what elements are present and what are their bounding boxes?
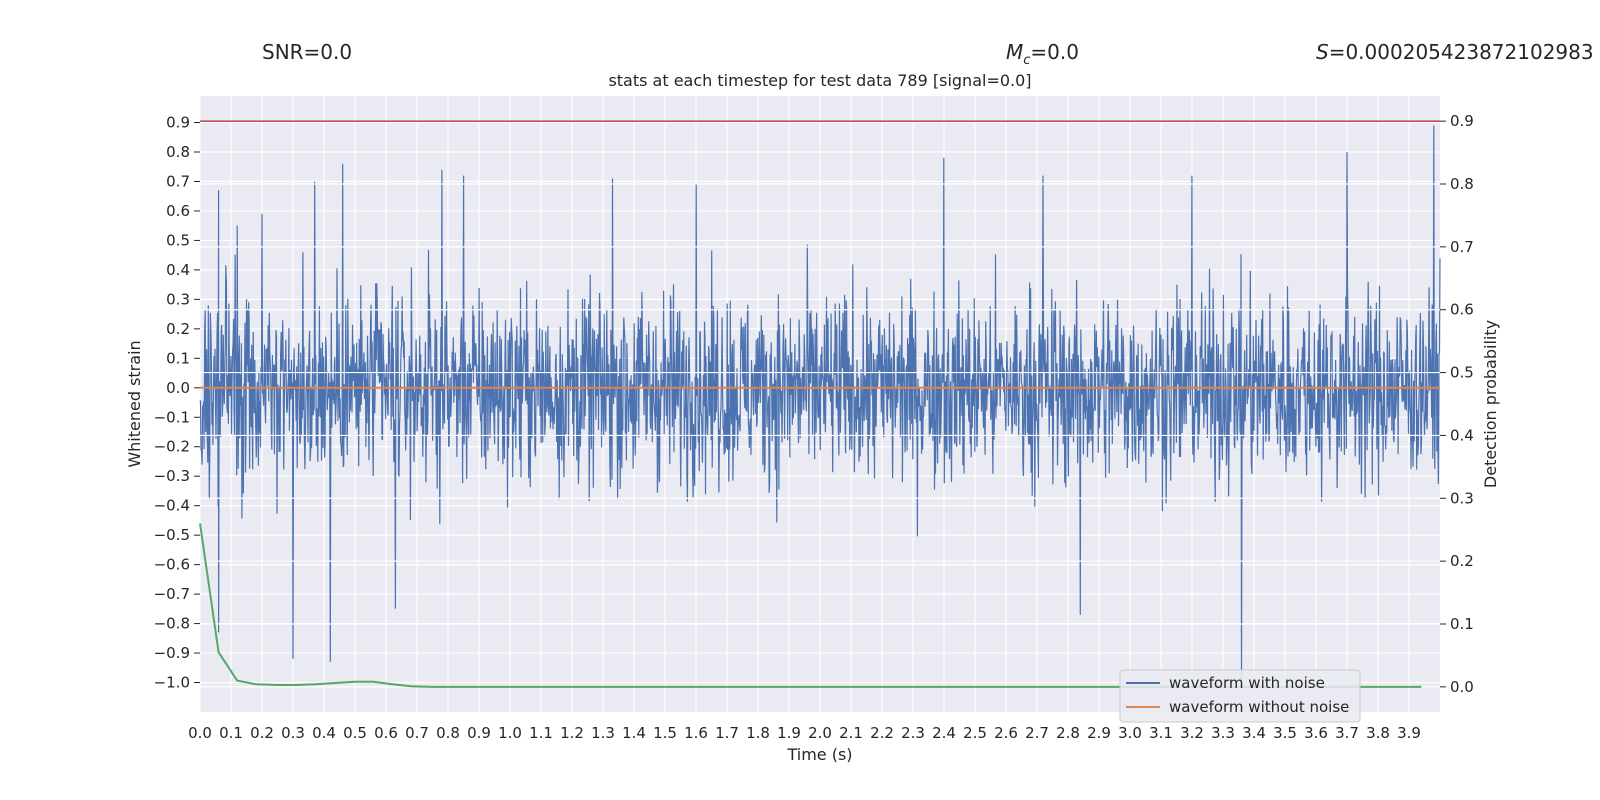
x-tick-label: 1.7: [715, 724, 739, 742]
x-tick-label: 0.5: [343, 724, 367, 742]
x-tick-label: 2.5: [963, 724, 987, 742]
y-tick-label-left: 0.7: [166, 172, 190, 190]
y-tick-label-right: 0.7: [1450, 238, 1474, 256]
x-tick-label: 1.9: [777, 724, 801, 742]
x-tick-label: 2.4: [932, 724, 956, 742]
chirp-mass-subscript: c: [1023, 53, 1031, 68]
snr-label: SNR=0.0: [262, 40, 353, 64]
y-tick-label-left: 0.5: [166, 231, 190, 249]
x-tick-label: 2.9: [1087, 724, 1111, 742]
y-tick-label-left: 0.6: [166, 202, 190, 220]
x-tick-label: 0.1: [219, 724, 243, 742]
x-tick-label: 1.1: [529, 724, 553, 742]
y-axis-label-left: Whitened strain: [125, 340, 144, 467]
x-tick-label: 3.3: [1211, 724, 1235, 742]
y-tick-label-right: 0.1: [1450, 615, 1474, 633]
x-tick-label: 2.3: [901, 724, 925, 742]
chirp-mass-symbol: M: [1006, 40, 1024, 64]
y-tick-label-left: −0.1: [154, 408, 190, 426]
legend-box: [1119, 669, 1361, 723]
y-tick-label-left: 0.9: [166, 114, 190, 132]
y-tick-label-right: 0.9: [1450, 112, 1474, 130]
x-tick-label: 3.1: [1149, 724, 1173, 742]
waveform-with-noise-line: [199, 125, 1441, 683]
x-tick-label: 2.2: [870, 724, 894, 742]
x-tick-label: 0.6: [374, 724, 398, 742]
x-tick-label: 3.5: [1273, 724, 1297, 742]
x-tick-label: 3.0: [1118, 724, 1142, 742]
y-tick-label-left: −0.6: [154, 556, 190, 574]
y-tick-label-left: −0.8: [154, 615, 190, 633]
waveform-with-noise-series: [199, 125, 1441, 683]
x-tick-label: 3.7: [1335, 724, 1359, 742]
detection-probability-line: [199, 523, 1422, 688]
chart-title: stats at each timestep for test data 789…: [608, 71, 1032, 90]
y-tick-label-left: 0.4: [166, 261, 190, 279]
x-tick-label: 1.6: [684, 724, 708, 742]
x-tick-label: 2.6: [994, 724, 1018, 742]
y-tick-label-left: −1.0: [154, 674, 190, 692]
x-tick-label: 2.1: [839, 724, 863, 742]
x-tick-label: 0.7: [405, 724, 429, 742]
chirp-mass-label: Mc=0.0: [1006, 40, 1079, 68]
s-symbol: S: [1316, 40, 1329, 64]
y-tick-label-left: −0.4: [154, 497, 190, 515]
x-tick-label: 3.2: [1180, 724, 1204, 742]
y-axis-label-right: Detection probability: [1481, 320, 1500, 488]
x-tick-label: 1.5: [653, 724, 677, 742]
x-tick-label: 2.8: [1056, 724, 1080, 742]
y-tick-label-right: 0.0: [1450, 678, 1474, 696]
y-tick-label-left: −0.9: [154, 644, 190, 662]
x-tick-label: 0.0: [188, 724, 212, 742]
y-tick-label-right: 0.3: [1450, 489, 1474, 507]
legend: waveform with noise waveform without noi…: [1119, 669, 1361, 723]
y-tick-label-right: 0.8: [1450, 175, 1474, 193]
y-tick-label-right: 0.5: [1450, 364, 1474, 382]
y-tick-label-left: −0.3: [154, 467, 190, 485]
y-tick-label-right: 0.2: [1450, 552, 1474, 570]
y-tick-label-left: 0.2: [166, 320, 190, 338]
x-tick-label: 1.3: [591, 724, 615, 742]
legend-label-noise: waveform with noise: [1169, 674, 1325, 692]
x-tick-label: 0.9: [467, 724, 491, 742]
x-tick-label: 1.8: [746, 724, 770, 742]
x-tick-label: 2.7: [1025, 724, 1049, 742]
legend-label-clean: waveform without noise: [1169, 698, 1349, 716]
y-tick-label-left: 0.0: [166, 379, 190, 397]
x-axis-label: Time (s): [786, 745, 852, 764]
y-tick-label-left: 0.8: [166, 143, 190, 161]
x-tick-label: 2.0: [808, 724, 832, 742]
y-tick-label-left: −0.7: [154, 585, 190, 603]
x-tick-label: 1.4: [622, 724, 646, 742]
x-tick-label: 3.6: [1304, 724, 1328, 742]
s-value: =0.000205423872102983: [1328, 40, 1594, 64]
y-tick-label-right: 0.6: [1450, 301, 1474, 319]
y-tick-label-left: 0.3: [166, 290, 190, 308]
y-tick-label-left: −0.2: [154, 438, 190, 456]
x-tick-label: 0.4: [312, 724, 336, 742]
tick-labels: 0.0 0.1 0.2 0.3 0.4 0.5 0.6 0.7 0.8 0.9 1.0 1.1 1.2 1…: [154, 112, 1474, 742]
chirp-mass-value: =0.0: [1030, 40, 1079, 64]
x-tick-label: 3.9: [1397, 724, 1421, 742]
x-tick-label: 3.8: [1366, 724, 1390, 742]
y-tick-label-left: −0.5: [154, 526, 190, 544]
y-tick-label-left: 0.1: [166, 349, 190, 367]
y-tick-label-right: 0.4: [1450, 426, 1474, 444]
s-statistic-label: S=0.000205423872102983: [1316, 40, 1594, 64]
x-tick-label: 0.8: [436, 724, 460, 742]
x-tick-label: 3.4: [1242, 724, 1266, 742]
x-tick-label: 0.2: [250, 724, 274, 742]
x-tick-label: 1.2: [560, 724, 584, 742]
x-tick-label: 1.0: [498, 724, 522, 742]
x-tick-label: 0.3: [281, 724, 305, 742]
